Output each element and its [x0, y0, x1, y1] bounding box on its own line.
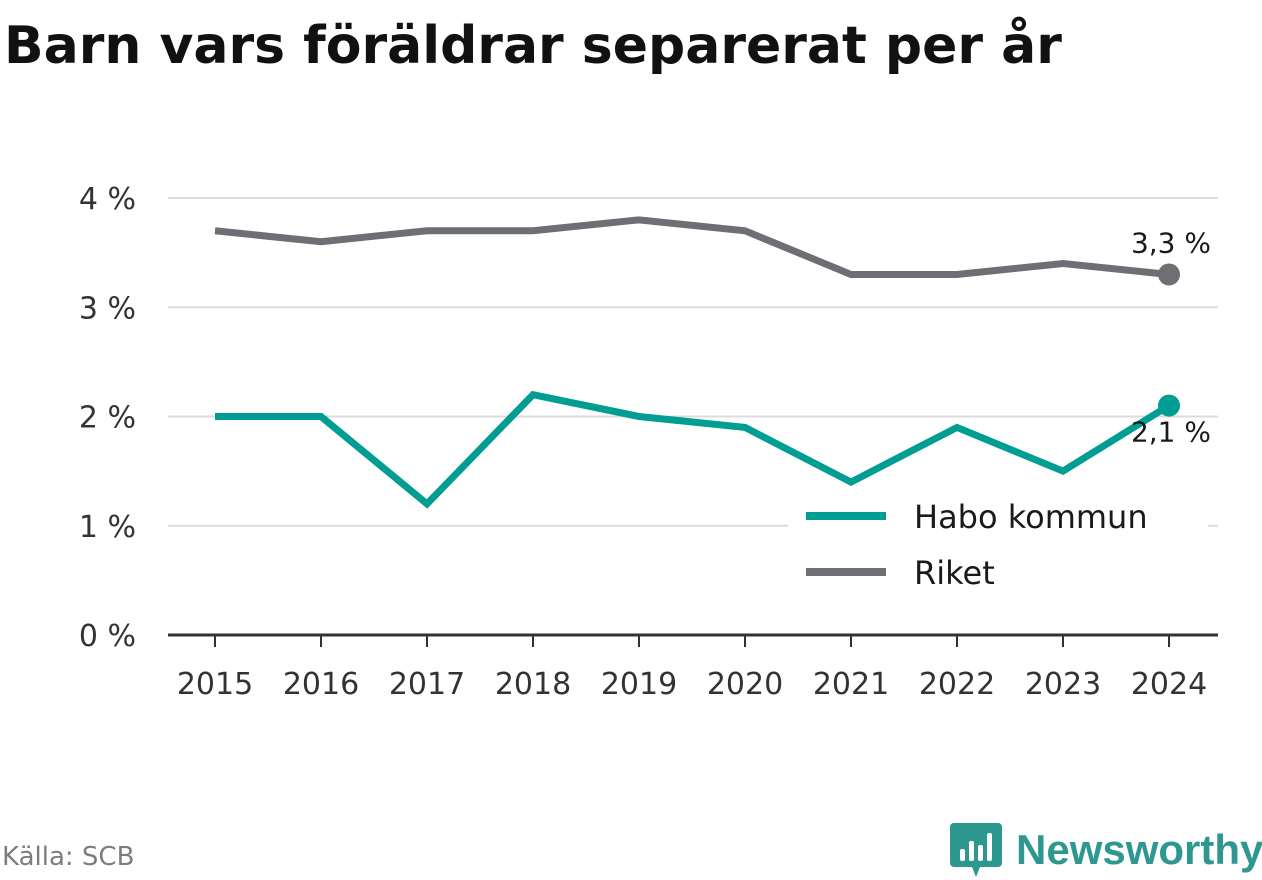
x-tick-label: 2024 — [1131, 667, 1207, 702]
gridlines — [168, 197, 1218, 527]
newsworthy-logo-icon — [950, 823, 1002, 877]
series-lines — [214, 216, 1180, 509]
brand-name: Newsworthy — [1016, 826, 1262, 873]
x-tick-label: 2020 — [707, 667, 783, 702]
y-tick-label: 0 % — [79, 619, 136, 654]
x-tick-label: 2021 — [813, 667, 889, 702]
x-tick-label: 2018 — [495, 667, 571, 702]
x-tick-label: 2016 — [283, 667, 359, 702]
brand-logo: Newsworthy — [950, 820, 1262, 880]
y-tick-label: 4 % — [79, 182, 136, 217]
end-value-labels: 2,1 % 3,3 % — [1131, 226, 1211, 448]
axes: 0 % 1 % 2 % 3 % 4 % 2015 2016 2017 2018 2019 2020 2… — [79, 182, 1218, 702]
y-tick-label: 3 % — [79, 291, 136, 326]
x-tick-label: 2015 — [177, 667, 253, 702]
legend-background — [788, 488, 1208, 608]
x-tick-label: 2022 — [919, 667, 995, 702]
series-line-1 — [214, 216, 1170, 278]
y-tick-label: 1 % — [79, 510, 136, 545]
x-tick-label: 2019 — [601, 667, 677, 702]
series-line-0 — [215, 390, 1171, 509]
legend: Habo kommun Riket — [788, 488, 1208, 608]
end-value-label: 3,3 % — [1131, 226, 1211, 259]
legend-label: Riket — [914, 554, 995, 592]
series-end-marker — [1158, 263, 1180, 286]
legend-label: Habo kommun — [914, 498, 1148, 536]
chart-title: Barn vars föräldrar separerat per år — [4, 16, 1062, 76]
x-tick-label: 2017 — [389, 667, 465, 702]
series-end-marker — [1158, 394, 1180, 417]
end-value-label: 2,1 % — [1131, 416, 1211, 449]
x-tick-label: 2023 — [1025, 667, 1101, 702]
source-note: Källa: SCB — [2, 842, 135, 872]
y-tick-label: 2 % — [79, 401, 136, 436]
